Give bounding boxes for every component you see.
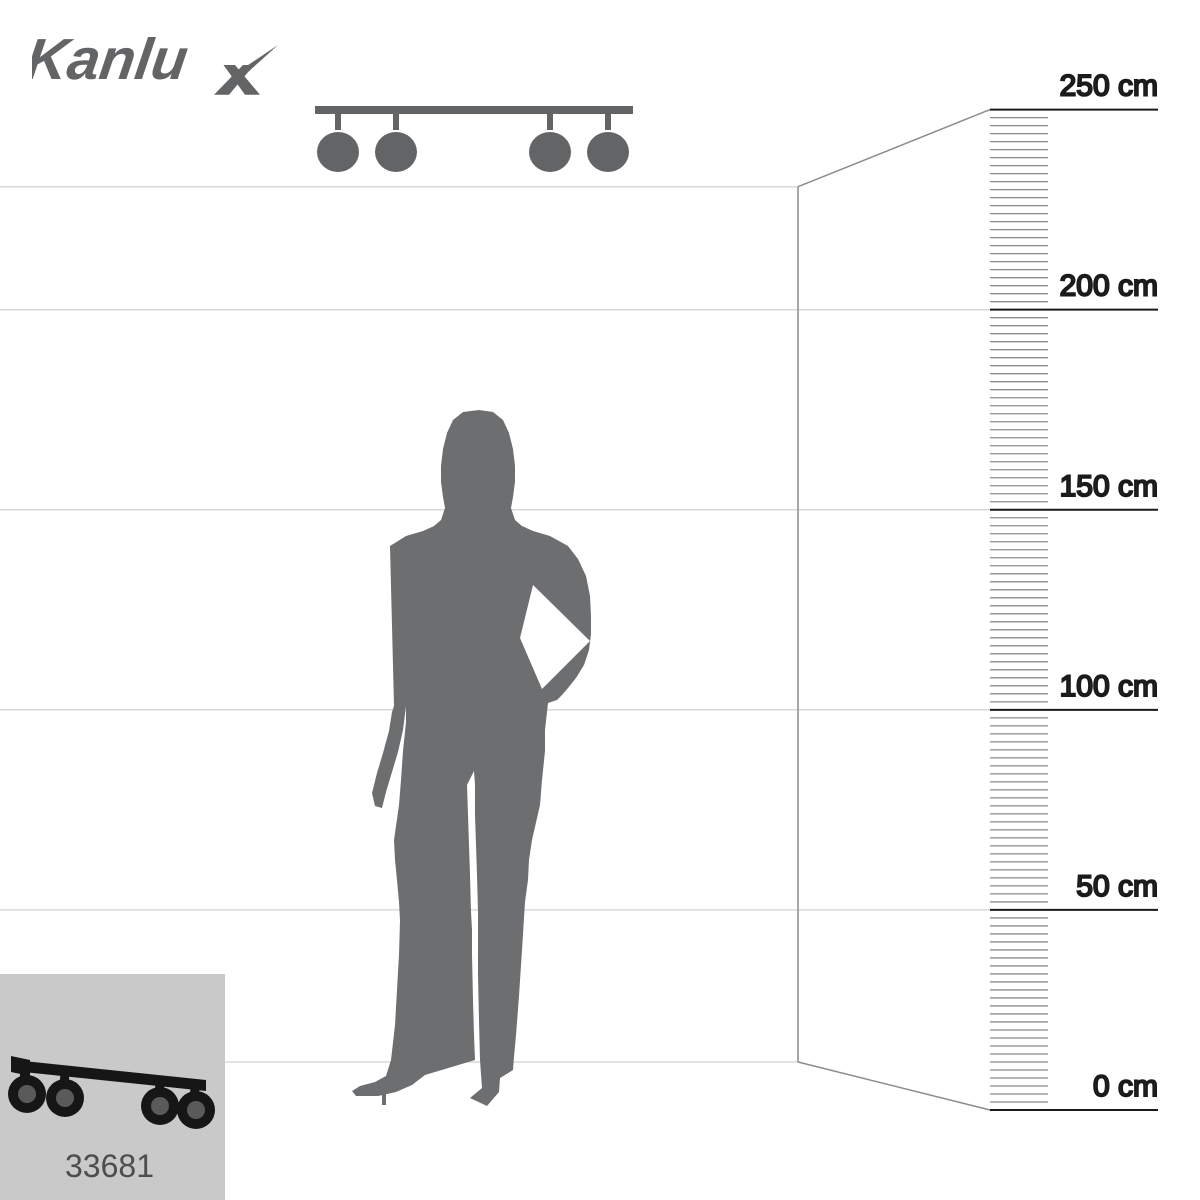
svg-text:33681: 33681 xyxy=(65,1148,154,1184)
